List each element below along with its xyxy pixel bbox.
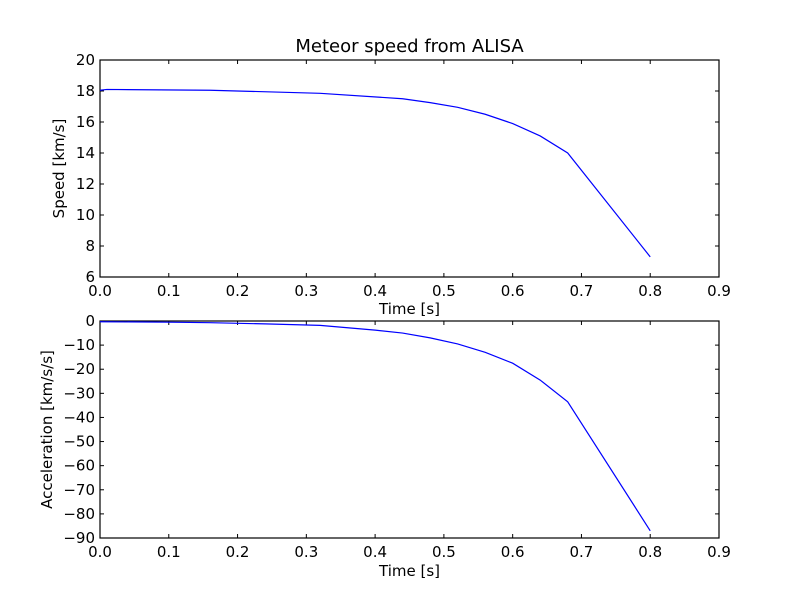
speed-y-axis-label: Speed [km/s] — [50, 119, 68, 219]
acceleration-y-tick-label: −80 — [63, 505, 95, 523]
speed-y-ticks: 6 8 10 12 14 16 18 20 — [76, 51, 719, 286]
acceleration-y-tick-label: −60 — [63, 457, 95, 475]
acceleration-y-axis-label: Acceleration [km/s/s] — [38, 350, 56, 509]
speed-x-tick-label: 0.5 — [432, 282, 456, 300]
speed-x-tick-label: 0.2 — [226, 282, 250, 300]
acceleration-panel: Time [s] Acceleration [km/s/s] 0.0 0.1 0.2… — [38, 312, 731, 580]
speed-x-tick-label: 0.4 — [363, 282, 387, 300]
acceleration-y-tick-label: −70 — [63, 481, 95, 499]
acceleration-x-tick-label: 0.8 — [638, 543, 662, 561]
speed-plot-area — [99, 59, 720, 278]
acceleration-x-tick-label: 0.4 — [363, 543, 387, 561]
speed-y-tick-label: 18 — [76, 82, 95, 100]
speed-y-tick-label: 10 — [76, 206, 95, 224]
acceleration-y-tick-label: −90 — [63, 529, 95, 547]
acceleration-x-tick-label: 0.0 — [88, 543, 112, 561]
speed-x-tick-label: 0.0 — [88, 282, 112, 300]
acceleration-x-tick-label: 0.7 — [570, 543, 594, 561]
acceleration-y-ticks: −90 −80 −70 −60 −50 −40 −30 −20 −10 0 — [63, 312, 719, 547]
speed-series-line — [99, 88, 651, 258]
speed-x-tick-label: 0.7 — [570, 282, 594, 300]
speed-x-axis-label: Time [s] — [378, 300, 440, 318]
speed-y-tick-label: 14 — [76, 144, 95, 162]
acceleration-x-tick-label: 0.1 — [157, 543, 181, 561]
acceleration-x-tick-label: 0.9 — [707, 543, 731, 561]
speed-y-tick-label: 6 — [85, 268, 95, 286]
speed-panel: Meteor speed from ALISA Time [s] Speed [… — [50, 36, 731, 318]
speed-x-tick-label: 0.3 — [294, 282, 318, 300]
speed-x-tick-label: 0.1 — [157, 282, 181, 300]
speed-y-tick-label: 12 — [76, 175, 95, 193]
acceleration-y-tick-label: 0 — [85, 312, 95, 330]
acceleration-y-tick-label: −30 — [63, 384, 95, 402]
speed-x-tick-label: 0.8 — [638, 282, 662, 300]
acceleration-plot-area — [99, 320, 720, 539]
acceleration-x-axis-label: Time [s] — [378, 562, 440, 580]
acceleration-y-tick-label: −20 — [63, 360, 95, 378]
acceleration-x-tick-label: 0.2 — [226, 543, 250, 561]
speed-y-tick-label: 16 — [76, 113, 95, 131]
chart-title: Meteor speed from ALISA — [295, 36, 524, 57]
acceleration-x-ticks: 0.0 0.1 0.2 0.3 0.4 0.5 0.6 0.7 0.8 0.9 — [88, 321, 731, 561]
acceleration-x-tick-label: 0.6 — [501, 543, 525, 561]
speed-x-tick-label: 0.6 — [501, 282, 525, 300]
acceleration-x-tick-label: 0.5 — [432, 543, 456, 561]
speed-x-tick-label: 0.9 — [707, 282, 731, 300]
acceleration-y-tick-label: −40 — [63, 408, 95, 426]
acceleration-x-tick-label: 0.3 — [294, 543, 318, 561]
speed-x-ticks: 0.0 0.1 0.2 0.3 0.4 0.5 0.6 0.7 0.8 0.9 — [88, 60, 731, 300]
acceleration-series-line — [99, 321, 651, 532]
speed-y-tick-label: 8 — [85, 237, 95, 255]
speed-y-tick-label: 20 — [76, 51, 95, 69]
acceleration-y-tick-label: −50 — [63, 433, 95, 451]
acceleration-y-tick-label: −10 — [63, 336, 95, 354]
